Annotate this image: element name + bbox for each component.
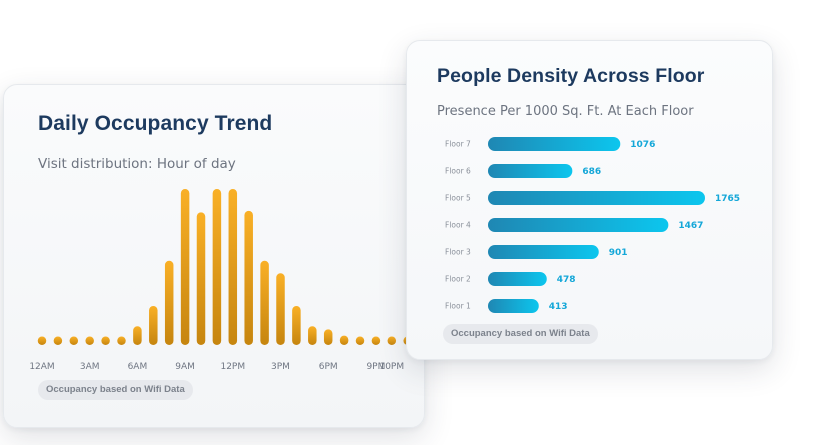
occupancy-bar-5PM — [308, 326, 317, 345]
x-tick-label: 9AM — [175, 362, 195, 372]
occupancy-bar-4AM — [101, 336, 110, 345]
x-tick-label: 6PM — [319, 362, 338, 372]
floor-value-label: 413 — [549, 302, 568, 312]
x-tick-label: 9PM — [366, 362, 385, 372]
occupancy-bar-5AM — [117, 336, 126, 345]
x-tick-label: 12AM — [29, 362, 54, 372]
floor-bar-floor-1 — [488, 299, 539, 313]
floor-density-chart-subtitle: Presence Per 1000 Sq. Ft. At Each Floor — [437, 104, 694, 119]
occupancy-bar-9PM — [371, 336, 381, 345]
occupancy-bar-6PM — [323, 329, 333, 345]
floor-label: Floor 7 — [445, 140, 471, 149]
floor-label: Floor 2 — [445, 275, 471, 284]
occupancy-bar-2AM — [69, 336, 79, 345]
occupancy-chart-title: Daily Occupancy Trend — [38, 112, 273, 135]
occupancy-bar-9AM — [180, 189, 190, 345]
floor-density-chart-title: People Density Across Floor — [437, 65, 705, 87]
floor-density-chart: Floor 7 1076 Floor 6 686 Floor 5 1765 Floor 4 1… — [445, 137, 740, 313]
floor-bar-floor-2 — [488, 272, 547, 286]
floor-value-label: 901 — [609, 248, 628, 258]
floor-density-bars: Floor 7 1076 Floor 6 686 Floor 5 1765 Floor 4 1… — [445, 137, 740, 313]
occupancy-bar-10PM — [387, 336, 397, 345]
floor-value-label: 1765 — [715, 194, 740, 204]
occupancy-card: Daily Occupancy Trend Visit distribution… — [3, 84, 425, 428]
occupancy-bar-7PM — [339, 335, 349, 345]
occupancy-bar-1AM — [53, 336, 63, 345]
occupancy-bar-4PM — [292, 306, 301, 345]
occupancy-bar-8AM — [164, 260, 174, 345]
floor-label: Floor 5 — [445, 194, 471, 203]
occupancy-bar-10AM — [196, 212, 206, 345]
floor-label: Floor 4 — [445, 221, 471, 230]
floor-bar-floor-5 — [488, 191, 705, 205]
floor-value-label: 686 — [582, 167, 601, 177]
floor-bar-floor-3 — [488, 245, 599, 259]
floor-label: Floor 1 — [445, 302, 471, 311]
floor-label: Floor 3 — [445, 248, 471, 257]
x-tick-label: 6AM — [128, 362, 148, 372]
x-tick-label: 3PM — [271, 362, 290, 372]
floor-bar-floor-6 — [488, 164, 573, 178]
floor-label: Floor 6 — [445, 167, 471, 176]
occupancy-bar-11AM — [212, 189, 222, 345]
occupancy-bars — [37, 189, 412, 345]
x-tick-label: 12PM — [220, 362, 245, 372]
occupancy-bar-1PM — [244, 210, 253, 345]
x-tick-label: 10PM — [379, 362, 404, 372]
occupancy-data-source-badge: Occupancy based on Wifi Data — [38, 380, 193, 400]
floor-bar-floor-7 — [488, 137, 621, 151]
floor-value-label: 478 — [557, 275, 576, 285]
occupancy-bar-12PM — [228, 189, 238, 345]
occupancy-bar-3PM — [276, 273, 285, 345]
occupancy-bar-2PM — [260, 260, 269, 345]
x-tick-label: 3AM — [80, 362, 100, 372]
occupancy-bar-8PM — [355, 336, 365, 345]
occupancy-chart-subtitle: Visit distribution: Hour of day — [38, 156, 236, 172]
floor-value-label: 1467 — [678, 221, 703, 231]
floor-value-label: 1076 — [630, 140, 655, 150]
floor-density-card: People Density Across Floor Presence Per… — [406, 40, 773, 360]
occupancy-bar-12AM — [37, 336, 47, 345]
occupancy-bar-6AM — [133, 326, 142, 345]
floor-bar-floor-4 — [488, 218, 669, 232]
occupancy-bar-7AM — [149, 306, 158, 345]
occupancy-bar-3AM — [85, 336, 94, 345]
floor-density-data-source-badge: Occupancy based on Wifi Data — [443, 324, 598, 344]
